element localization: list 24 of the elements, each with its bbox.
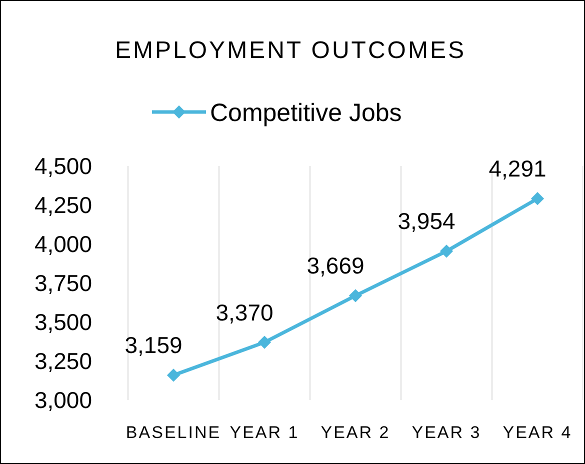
- x-tick-label: YEAR 1: [230, 423, 300, 442]
- chart-title: EMPLOYMENT OUTCOMES: [115, 37, 466, 64]
- data-label: 3,370: [216, 299, 274, 326]
- y-tick-label: 4,250: [34, 192, 92, 218]
- point: [440, 244, 454, 258]
- point: [530, 192, 544, 206]
- x-tick-label: YEAR 2: [320, 423, 390, 442]
- point: [258, 336, 272, 349]
- y-tick-label: 3,500: [34, 309, 92, 336]
- y-tick-label: 3,000: [34, 387, 92, 414]
- legend-label: Competitive Jobs: [210, 98, 402, 127]
- y-tick-label: 4,500: [34, 153, 92, 180]
- x-tick-label: YEAR 4: [502, 423, 572, 442]
- data-label: 3,159: [124, 332, 182, 358]
- y-tick-label: 3,750: [34, 270, 92, 296]
- point: [348, 289, 362, 302]
- data-label: 3,954: [398, 208, 456, 234]
- x-tick-label: YEAR 3: [412, 423, 482, 442]
- x-tick-label: BASELINE: [126, 423, 222, 442]
- data-label: 3,669: [306, 252, 364, 279]
- data-label: 4,291: [488, 156, 546, 182]
- y-tick-label: 4,000: [34, 231, 92, 258]
- point: [166, 368, 180, 382]
- y-tick-label: 3,250: [34, 348, 92, 374]
